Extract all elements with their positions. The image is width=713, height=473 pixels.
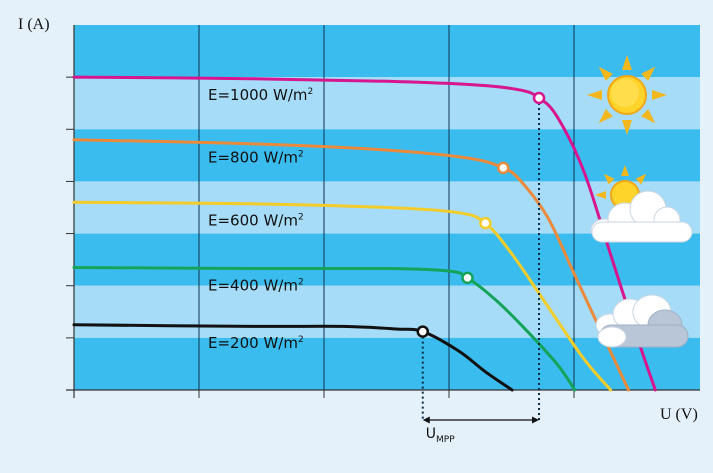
umpp-label: UMPP (426, 426, 455, 445)
series-label-text: E=200 W/m (208, 334, 298, 352)
background-band (74, 233, 700, 286)
series-label-superscript: 2 (298, 150, 304, 160)
mpp-point-0 (532, 91, 546, 105)
mpp-point-4 (416, 325, 430, 338)
mpp-markers (416, 91, 546, 338)
series-label-superscript: 2 (298, 212, 304, 222)
series-label-superscript: 2 (308, 87, 314, 97)
series-label-1: E=800 W/m2 (208, 149, 304, 167)
background-band (74, 129, 700, 182)
series-label-3: E=400 W/m2 (208, 276, 304, 294)
series-label-text: E=600 W/m (208, 211, 298, 229)
mpp-point-3 (461, 271, 474, 285)
background-band (74, 25, 700, 78)
grid-lines (198, 25, 575, 390)
sun-icon (587, 55, 667, 135)
mpp-point-2 (479, 216, 492, 230)
series-label-text: E=1000 W/m (208, 86, 308, 104)
umpp-arrowhead-left (422, 416, 430, 424)
series-label-superscript: 2 (298, 277, 304, 287)
umpp-annotation: UMPP (422, 416, 540, 445)
umpp-arrowhead-right (532, 416, 540, 424)
series-labels: E=1000 W/m2E=800 W/m2E=600 W/m2E=400 W/m… (208, 86, 313, 352)
axes (66, 25, 700, 398)
y-axis-title: I (A) (18, 16, 50, 33)
curve-series-0 (72, 75, 657, 392)
axis-ticks (66, 76, 575, 398)
series-label-4: E=200 W/m2 (208, 334, 304, 352)
background-band (74, 337, 700, 390)
background-band (74, 77, 700, 130)
series-label-text: E=800 W/m (208, 149, 298, 167)
series-label-text: E=400 W/m (208, 276, 298, 294)
curve-series-4 (72, 323, 514, 392)
series-label-2: E=600 W/m2 (208, 211, 304, 229)
background-bands (74, 25, 700, 390)
cloud-icon (595, 294, 689, 348)
series-label-superscript: 2 (298, 335, 304, 345)
series-label-0: E=1000 W/m2 (208, 86, 313, 104)
mpp-guides (421, 103, 541, 420)
x-axis-title: U (V) (660, 406, 698, 423)
sun-behind-cloud-icon (590, 165, 693, 243)
mpp-point-1 (497, 161, 510, 175)
sun-rays (587, 55, 667, 135)
curve-series-2 (72, 200, 613, 392)
